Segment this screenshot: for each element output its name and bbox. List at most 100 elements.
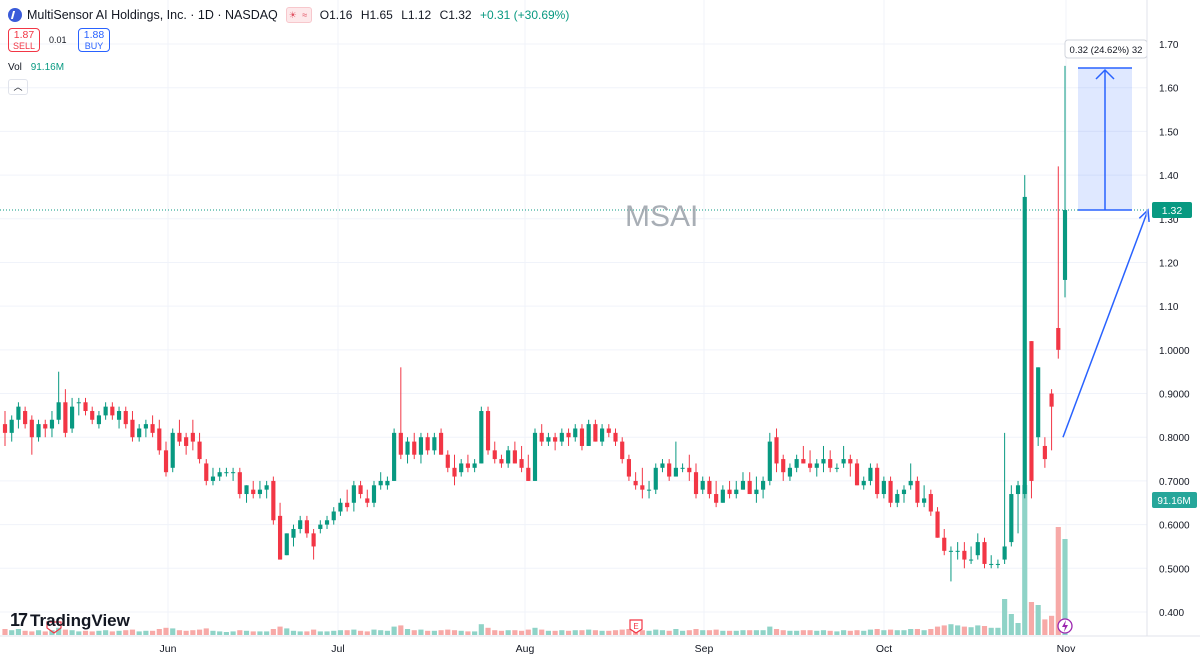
x-tick-label: Aug [516, 643, 535, 655]
volume-label: Vol [8, 62, 22, 73]
volume-bar [666, 630, 672, 635]
candle-body [137, 428, 142, 438]
volume-bar [988, 627, 994, 635]
candle-body [848, 459, 853, 464]
candle-body [23, 411, 28, 425]
volume-bar [773, 629, 780, 635]
volume-bar [841, 630, 847, 635]
volume-bar [948, 624, 954, 635]
volume-bar [89, 631, 95, 635]
volume-bar [700, 630, 706, 635]
candle-body [351, 485, 356, 503]
candle-body [284, 533, 289, 556]
candle-body [995, 563, 1000, 565]
volume-bar [820, 630, 827, 635]
volume-bar [606, 630, 612, 635]
company-logo-icon [8, 8, 22, 22]
volume-bar [357, 630, 364, 635]
volume-bar [465, 631, 471, 635]
candle-body [747, 480, 752, 495]
buy-button[interactable]: 1.88 BUY [78, 28, 110, 52]
volume-bar [451, 630, 458, 635]
candle-body [640, 485, 645, 490]
candle-body [1049, 393, 1054, 407]
volume-bar [317, 631, 323, 635]
volume-bar [257, 631, 263, 635]
candle-body [881, 480, 886, 495]
volume-tag-label: 91.16M [1157, 496, 1190, 507]
volume-bar [686, 630, 692, 635]
high-value: H1.65 [360, 8, 393, 22]
brand-wordmark: TradingView [30, 610, 130, 630]
candle-body [559, 432, 564, 442]
volume-tag [1152, 492, 1197, 508]
candle-body [928, 494, 933, 512]
candle-body [452, 467, 457, 477]
sell-button[interactable]: 1.87 SELL [8, 28, 40, 52]
candle-body [76, 402, 81, 404]
volume-bar [384, 630, 390, 635]
volume-bar [1008, 614, 1014, 635]
volume-bar [69, 630, 75, 635]
candle-body [90, 411, 95, 420]
candle-body [653, 467, 658, 490]
candle-body [130, 419, 135, 438]
candle-body [492, 450, 497, 460]
candle-body [83, 402, 88, 412]
volume-bar [807, 630, 813, 635]
y-tick-label: 0.9000 [1159, 390, 1190, 401]
candle-body [707, 480, 712, 495]
volume-bar [673, 629, 679, 635]
candle-body [36, 424, 41, 438]
collapse-legend-button[interactable]: ︿ [8, 79, 28, 95]
volume-bar [62, 629, 68, 635]
volume-bar [35, 630, 42, 635]
candle-body [103, 406, 108, 416]
y-tick-label: 1.50 [1159, 127, 1179, 138]
volume-bar [740, 630, 746, 635]
candle-body [606, 428, 611, 433]
volume-bar [438, 630, 444, 635]
symbol-watermark: MSAI [625, 200, 699, 233]
session-badge[interactable]: ☀ ≈ [285, 7, 312, 23]
candle-body [412, 441, 417, 455]
measure-label: 0.32 (24.62%) 32 [1070, 45, 1143, 56]
symbol-title[interactable]: MultiSensor AI Holdings, Inc. · 1D · NAS… [27, 8, 278, 22]
volume-bar [747, 630, 753, 635]
volume-bar [794, 630, 800, 635]
candlesticks [2, 65, 1068, 582]
candle-body [680, 467, 685, 469]
candle-body [123, 411, 128, 425]
candle-body [251, 489, 256, 495]
volume-bar [961, 626, 967, 635]
candle-body [734, 489, 739, 495]
candle-body [392, 432, 397, 481]
volume-bar [1062, 539, 1068, 635]
candle-body [875, 467, 880, 495]
candle-body [586, 424, 591, 446]
candle-body [163, 450, 169, 473]
candle-body [573, 428, 578, 438]
volume-bar [995, 627, 1001, 635]
volume-bar [975, 625, 981, 635]
y-tick-label: 0.8000 [1159, 433, 1190, 444]
volume-bar [1028, 602, 1035, 635]
candle-body [371, 485, 377, 503]
last-price-label: 1.32 [1162, 205, 1183, 217]
volume-bar [968, 627, 974, 635]
volume-bar [163, 627, 169, 635]
candle-body [626, 459, 632, 477]
y-tick-label: 1.20 [1159, 258, 1179, 269]
candle-body [506, 450, 511, 464]
volume-bar [767, 626, 773, 635]
y-tick-label: 1.70 [1159, 40, 1179, 51]
candle-body [546, 437, 551, 442]
volume-bar [639, 630, 645, 635]
candle-body [593, 424, 598, 442]
volume-bar [116, 630, 122, 635]
volume-bar [874, 629, 880, 635]
earnings-event-icon [629, 619, 643, 634]
candle-body [714, 494, 719, 503]
volume-bars [2, 485, 1068, 635]
